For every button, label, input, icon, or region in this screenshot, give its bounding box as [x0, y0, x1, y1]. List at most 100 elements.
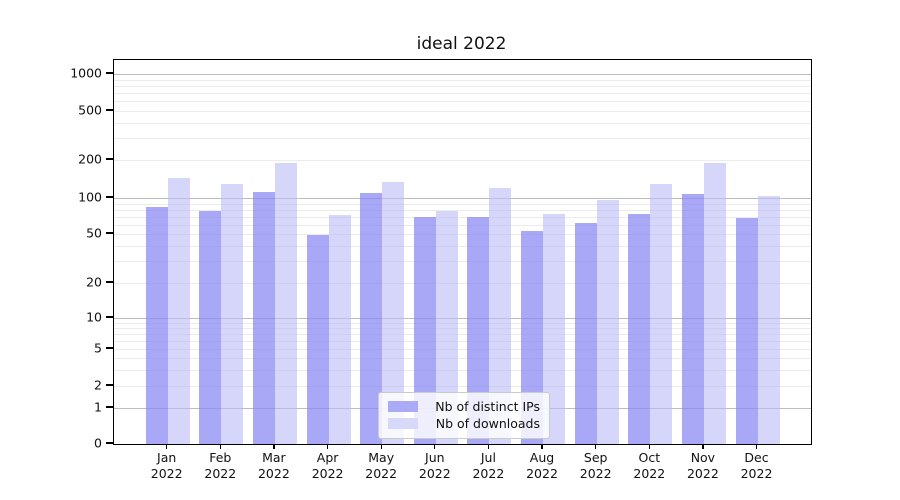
y-tick-label: 1000: [70, 65, 102, 81]
y-tick: [106, 158, 113, 160]
y-tick-label: 1: [94, 399, 102, 415]
gridline-minor: [114, 93, 811, 94]
gridline-minor: [114, 340, 811, 342]
bar-distinct-ips-sep: [574, 222, 597, 444]
y-tick: [106, 384, 113, 386]
legend-swatch-downloads: [388, 418, 418, 429]
plot-area: [113, 59, 812, 445]
x-tick-label: Nov 2022: [686, 450, 719, 481]
y-tick: [106, 347, 113, 349]
bar-distinct-ips-mar: [252, 191, 275, 444]
gridline-minor: [114, 386, 811, 387]
x-tick-label: Oct 2022: [633, 450, 666, 481]
bar-distinct-ips-apr: [306, 235, 329, 444]
x-tick-label: Jul 2022: [472, 450, 505, 481]
x-tick-label: Sep 2022: [579, 450, 612, 481]
x-tick: [595, 445, 597, 449]
legend-row-distinct-ips: Nb of distinct IPs: [388, 398, 540, 415]
bar-distinct-ips-jun: [413, 217, 436, 444]
gridline-minor: [114, 245, 811, 247]
x-tick: [702, 445, 704, 449]
y-tick-label: 50: [86, 225, 102, 241]
gridline-minor: [114, 122, 811, 124]
y-tick: [106, 109, 113, 111]
y-tick-label: 100: [78, 189, 102, 205]
gridline-major: [114, 318, 811, 319]
bar-distinct-ips-may: [360, 192, 383, 444]
gridline-minor: [114, 358, 811, 359]
bar-distinct-ips-dec: [735, 218, 758, 444]
x-tick-label: Mar 2022: [257, 450, 290, 481]
gridline-minor: [114, 334, 811, 335]
y-tick-label: 10: [86, 309, 102, 325]
y-tick-label: 20: [86, 274, 102, 290]
gridline-minor: [114, 261, 811, 263]
legend-label-downloads: Nb of downloads: [435, 416, 540, 431]
bar-downloads-jan: [167, 178, 190, 444]
bar-distinct-ips-jul: [467, 217, 490, 444]
bar-downloads-dec: [757, 195, 780, 444]
gridline-minor: [114, 111, 811, 112]
x-tick: [541, 445, 543, 449]
bar-downloads-mar: [274, 163, 297, 444]
y-tick: [106, 72, 113, 74]
bar-downloads-aug: [543, 213, 565, 444]
x-tick: [648, 445, 650, 449]
gridline-major: [114, 198, 811, 199]
y-tick-label: 200: [78, 151, 102, 167]
gridline-major: [114, 74, 811, 75]
x-tick-label: Feb 2022: [204, 450, 237, 481]
gridline-minor: [114, 322, 811, 324]
y-tick-label: 5: [94, 340, 102, 356]
legend-row-downloads: Nb of downloads: [388, 415, 540, 432]
gridline-minor: [114, 160, 811, 161]
chart-title: ideal 2022: [416, 34, 507, 54]
bar-downloads-nov: [703, 163, 726, 444]
x-tick: [434, 445, 436, 449]
bar-distinct-ips-feb: [199, 210, 222, 444]
y-tick-label: 0: [94, 435, 102, 451]
y-tick: [106, 281, 113, 283]
y-tick: [106, 406, 113, 408]
bar-downloads-jul: [489, 188, 512, 444]
y-tick: [106, 232, 113, 234]
gridline-minor: [114, 101, 811, 103]
x-tick: [755, 445, 758, 449]
y-tick: [106, 196, 113, 198]
x-tick-label: Jun 2022: [418, 450, 451, 481]
x-tick: [219, 445, 221, 449]
bar-downloads-jun: [435, 210, 458, 444]
gridline-minor: [114, 328, 811, 329]
x-tick: [380, 445, 382, 449]
y-tick: [106, 316, 113, 318]
x-tick-label: Apr 2022: [311, 450, 344, 481]
x-tick-label: Aug 2022: [526, 450, 558, 481]
legend-label-distinct-ips: Nb of distinct IPs: [435, 399, 540, 414]
bar-downloads-oct: [650, 183, 673, 444]
bar-distinct-ips-oct: [628, 214, 651, 444]
bar-distinct-ips-nov: [681, 193, 704, 444]
x-tick: [326, 445, 329, 449]
bar-distinct-ips-jan: [145, 207, 168, 444]
y-tick-label: 500: [78, 102, 102, 118]
legend-swatch-distinct-ips: [388, 401, 418, 412]
gridline-minor: [114, 224, 811, 226]
gridline-minor: [114, 349, 811, 350]
bar-downloads-feb: [221, 184, 244, 444]
x-tick-label: Dec 2022: [740, 450, 773, 481]
gridline-minor: [114, 216, 811, 218]
bar-downloads-sep: [596, 199, 619, 444]
bar-downloads-apr: [328, 215, 351, 444]
gridline-minor: [114, 369, 811, 371]
x-tick-label: May 2022: [365, 450, 398, 481]
gridline-minor: [114, 79, 811, 81]
bar-distinct-ips-aug: [521, 231, 543, 444]
x-tick: [487, 445, 490, 449]
x-tick: [273, 445, 275, 449]
y-tick: [106, 442, 113, 444]
gridline-minor: [114, 234, 811, 235]
x-tick-label: Jan 2022: [150, 450, 183, 481]
gridline-minor: [114, 203, 811, 205]
gridline-minor: [114, 209, 811, 211]
